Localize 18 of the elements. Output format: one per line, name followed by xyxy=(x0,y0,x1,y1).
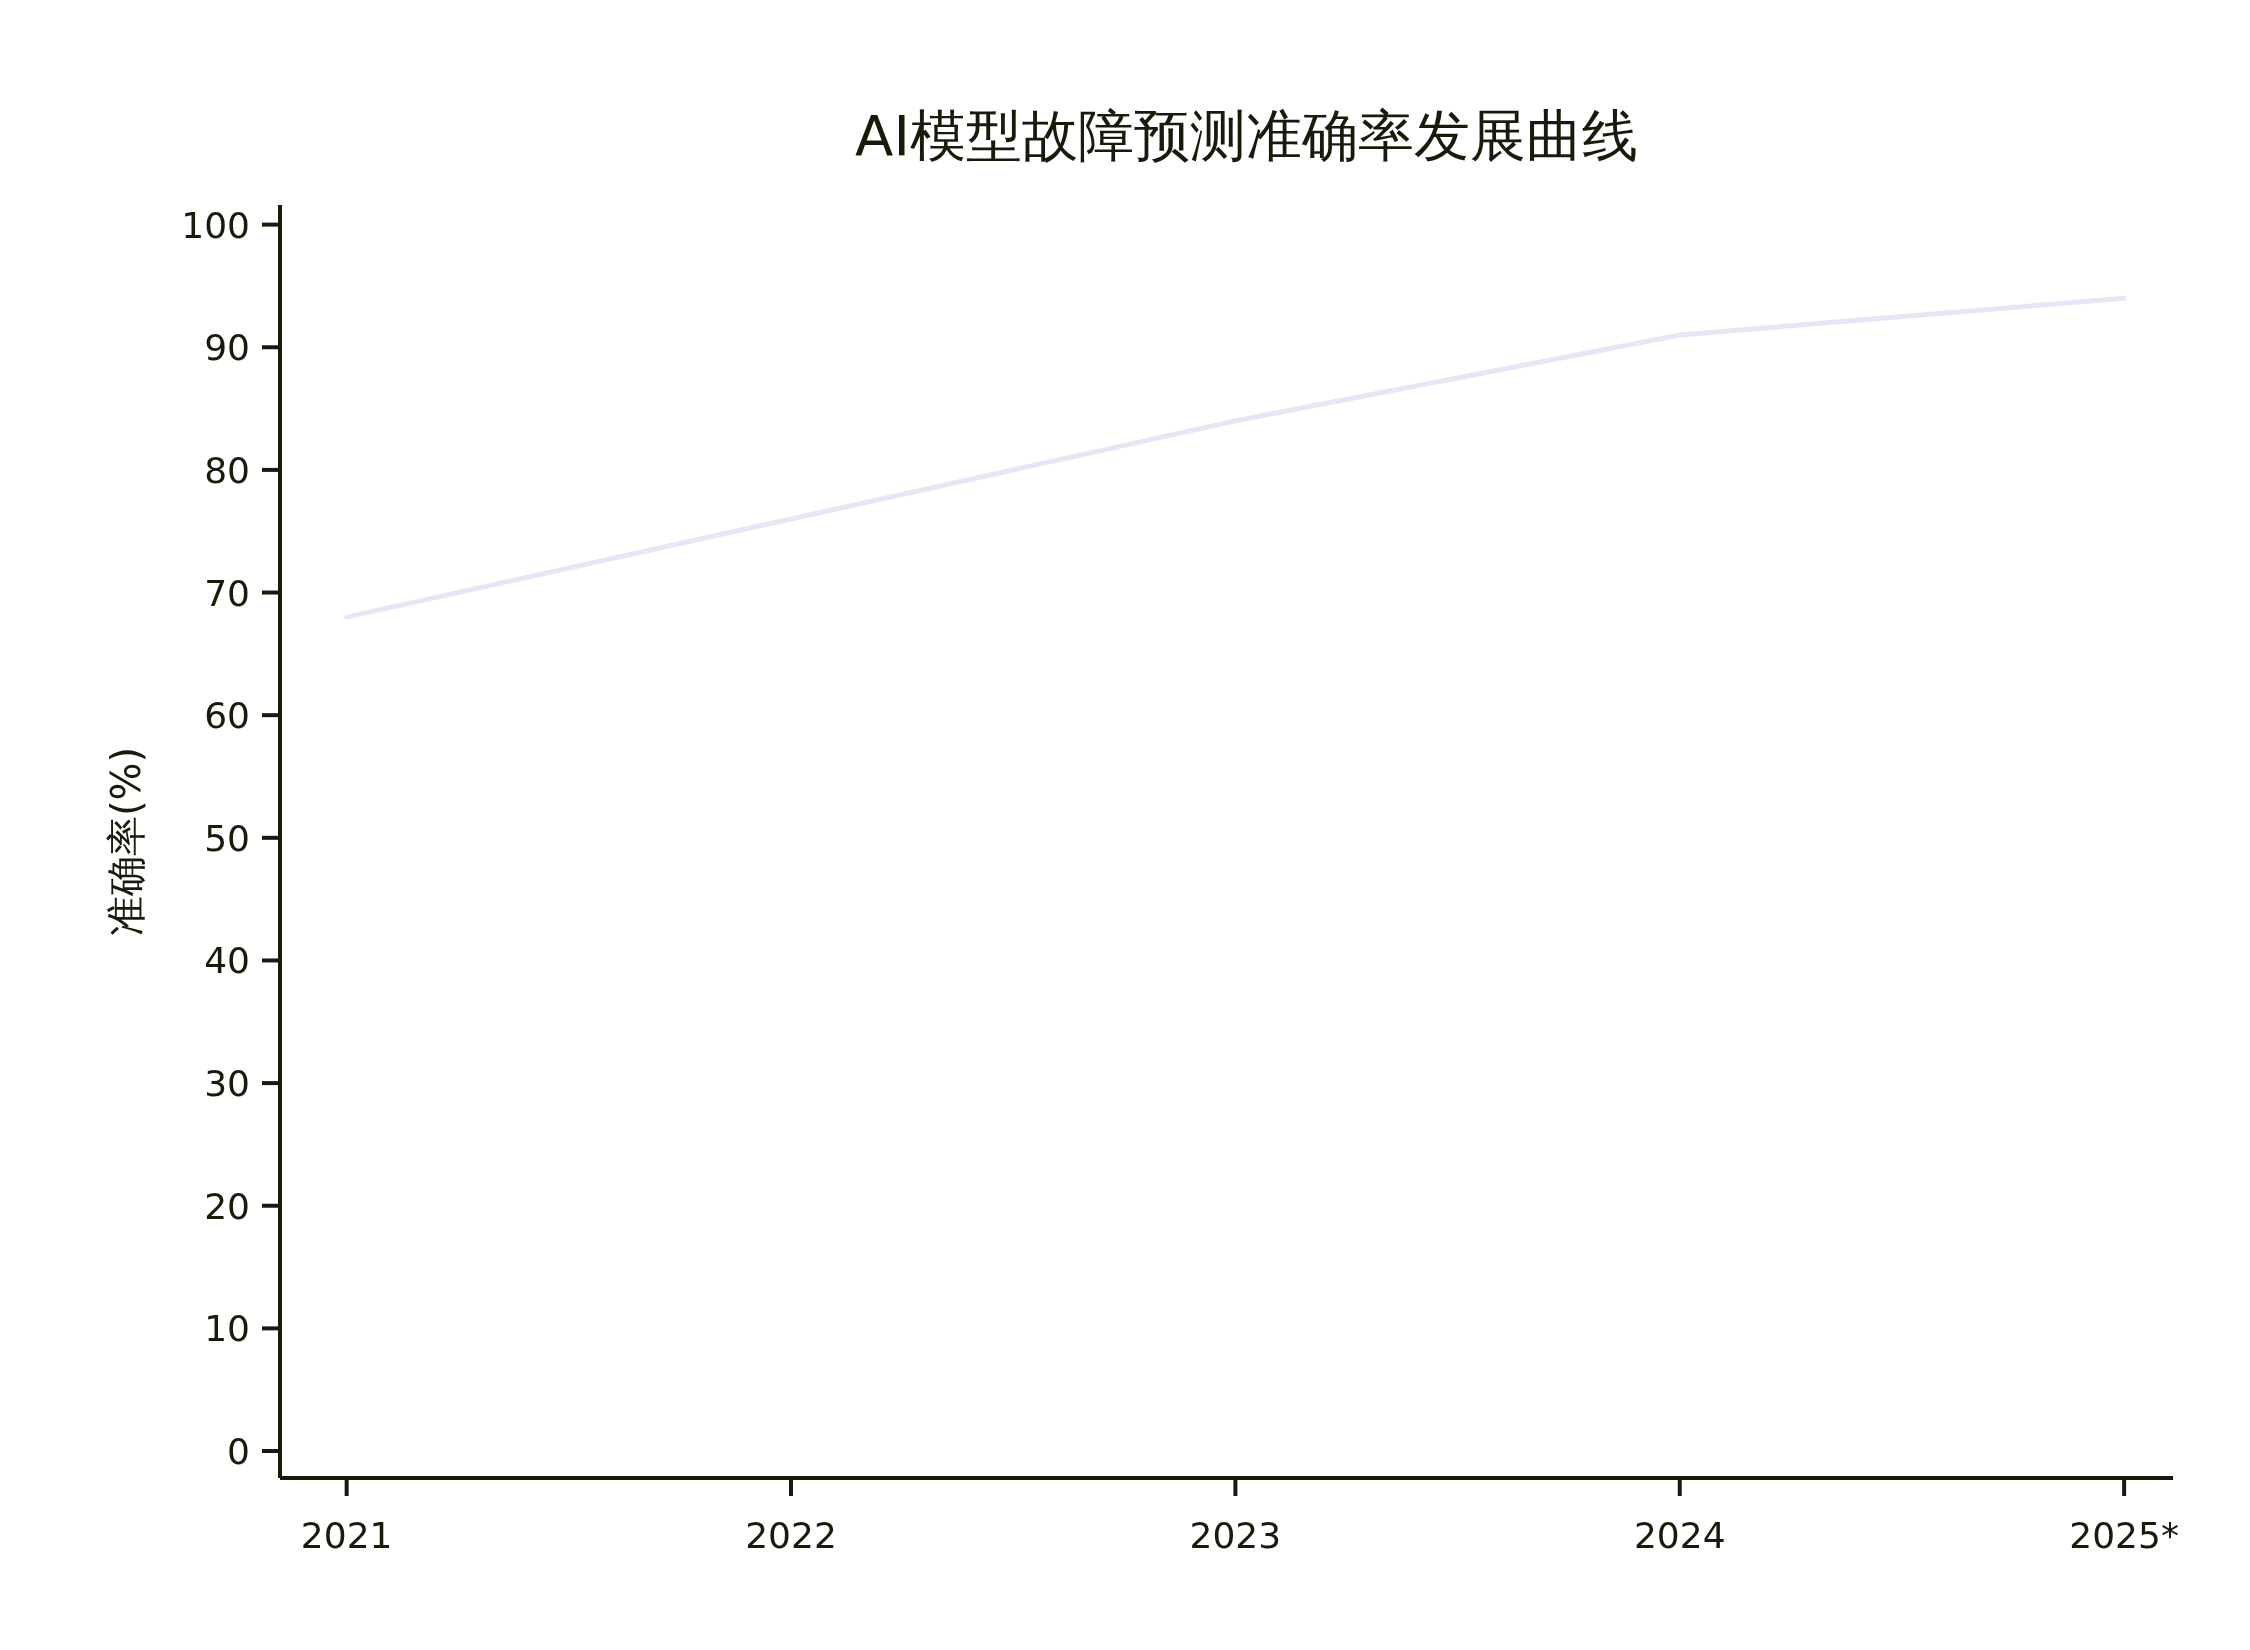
x-tick-label: 2024 xyxy=(1633,1515,1726,1556)
y-tick-label: 30 xyxy=(204,1063,250,1105)
y-tick-label: 80 xyxy=(204,449,250,491)
x-tick-label: 2021 xyxy=(300,1515,393,1556)
x-tick-label: 2023 xyxy=(1189,1515,1282,1556)
chart-title: AI模型故障预测准确率发展曲线 xyxy=(855,103,1638,168)
y-tick-label: 0 xyxy=(227,1431,250,1473)
y-tick-label: 20 xyxy=(204,1185,250,1227)
y-tick-label: 40 xyxy=(204,940,250,982)
y-tick-label: 70 xyxy=(204,572,250,614)
y-tick-label: 10 xyxy=(204,1308,250,1350)
y-tick-label: 60 xyxy=(204,695,250,737)
y-tick-label: 100 xyxy=(181,204,250,246)
y-tick-label: 50 xyxy=(204,817,250,859)
x-tick-label: 2025* xyxy=(2069,1515,2179,1556)
y-axis-title: 准确率(%) xyxy=(103,746,149,937)
x-tick-label: 2022 xyxy=(745,1515,837,1556)
y-tick-label: 90 xyxy=(204,327,250,369)
